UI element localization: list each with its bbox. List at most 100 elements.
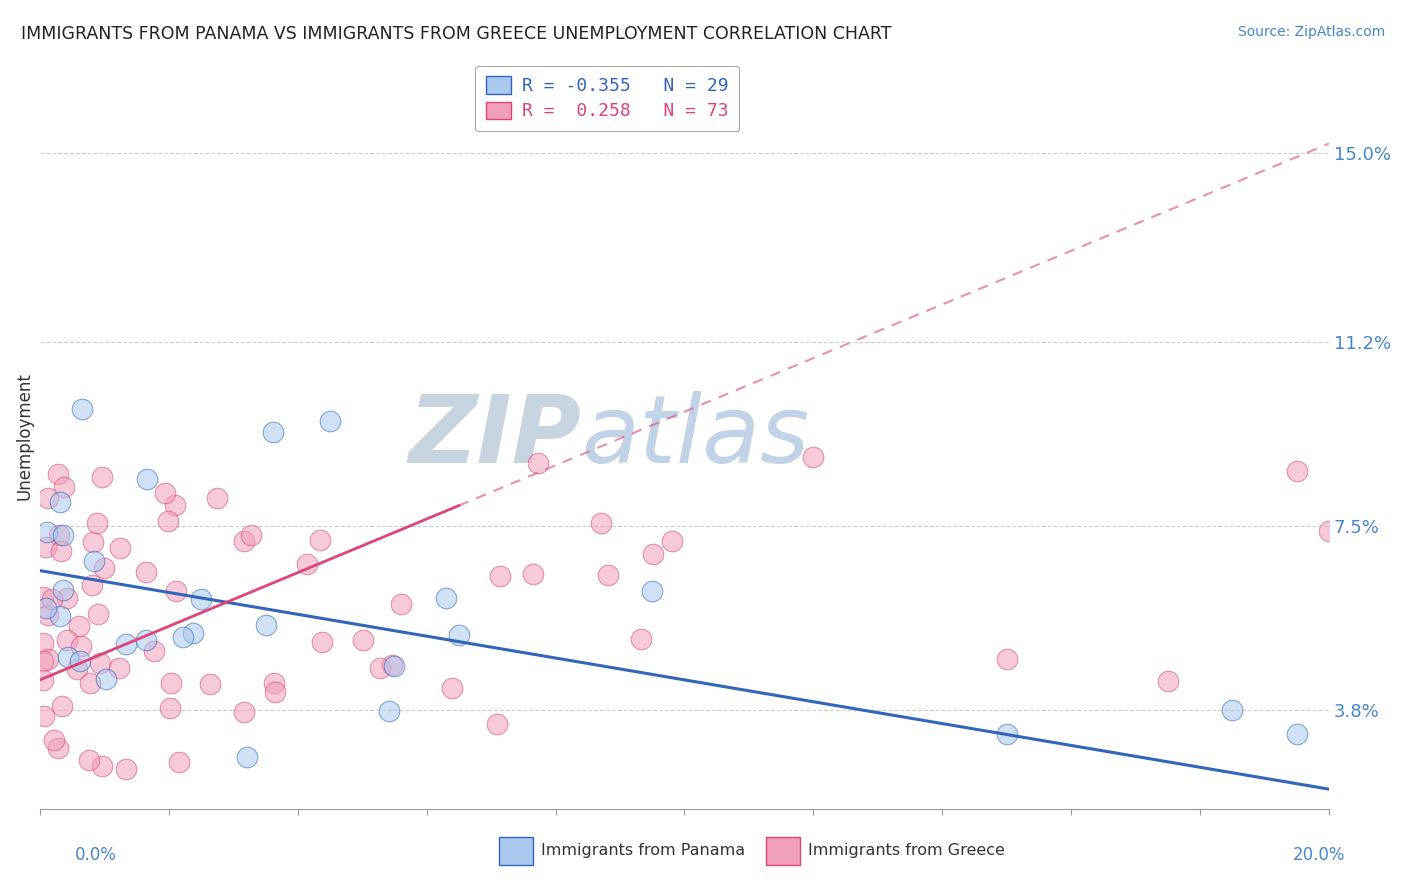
Point [995,652,1018,666]
Point [94,673,117,687]
Point [319,414,342,428]
FancyBboxPatch shape [766,837,800,865]
Point [263,675,285,690]
Point [441,681,464,696]
Point [51,699,73,714]
Point [77,753,100,767]
Point [135,472,157,486]
Text: IMMIGRANTS FROM PANAMA VS IMMIGRANTS FROM GREECE UNEMPLOYMENT CORRELATION CHART: IMMIGRANTS FROM PANAMA VS IMMIGRANTS FRO… [21,25,891,43]
Point [352,632,374,647]
Point [91,758,114,772]
Point [80,578,103,592]
Point [1220,703,1243,717]
Point [48,495,70,509]
Point [52,583,75,598]
Point [82,535,104,549]
Point [67,619,90,633]
Text: 0.0%: 0.0% [75,846,117,863]
Point [83,554,105,568]
Point [240,528,263,542]
Point [589,516,612,530]
Point [295,557,318,571]
Point [378,704,401,718]
Point [389,597,412,611]
Point [65,662,87,676]
Point [527,456,550,470]
Point [153,485,176,500]
Point [56,649,79,664]
Point [35,525,58,540]
Point [263,685,285,699]
Point [115,637,138,651]
Point [56,591,79,605]
Point [198,677,221,691]
Point [48,608,70,623]
Point [1157,673,1180,688]
Point [1317,524,1340,538]
Point [93,561,115,575]
Point [142,644,165,658]
Text: ZIP: ZIP [409,391,581,483]
Point [49,544,72,558]
Point [181,626,204,640]
Point [233,534,256,549]
Point [42,733,65,747]
Point [236,749,259,764]
FancyBboxPatch shape [499,837,533,865]
Point [46,467,69,481]
Point [108,541,131,555]
Point [48,527,70,541]
Point [311,634,333,648]
Point [108,661,131,675]
Point [37,491,59,505]
Point [486,717,509,731]
Point [69,654,91,668]
Point [86,607,108,622]
Point [1285,464,1308,478]
Point [32,673,55,687]
Text: Immigrants from Panama: Immigrants from Panama [541,844,745,858]
Point [522,566,544,581]
Point [262,425,284,439]
Point [381,657,404,672]
Text: Source: ZipAtlas.com: Source: ZipAtlas.com [1237,25,1385,39]
Point [172,630,194,644]
Point [488,569,510,583]
Point [190,592,212,607]
Point [86,516,108,530]
Point [1285,727,1308,741]
Text: atlas: atlas [581,391,810,482]
Text: Immigrants from Greece: Immigrants from Greece [808,844,1005,858]
Point [37,652,59,666]
Text: 20.0%: 20.0% [1292,846,1346,863]
Point [661,533,683,548]
Point [233,705,256,719]
Point [643,547,665,561]
Point [41,592,63,607]
Point [309,533,332,547]
Point [205,491,228,505]
Point [91,469,114,483]
Point [35,600,58,615]
Point [115,762,138,776]
Point [160,676,183,690]
Point [135,565,157,579]
Point [35,540,58,554]
Point [436,591,458,605]
Point [159,701,181,715]
Point [52,528,75,542]
Point [447,628,470,642]
Point [48,740,70,755]
Point [32,708,55,723]
Point [70,639,93,653]
Point [596,567,619,582]
Point [55,633,77,648]
Point [169,756,191,770]
Y-axis label: Unemployment: Unemployment [15,373,32,500]
Point [79,676,101,690]
Point [384,659,406,673]
Point [641,583,664,598]
Point [156,514,179,528]
Point [368,660,391,674]
Point [135,632,157,647]
